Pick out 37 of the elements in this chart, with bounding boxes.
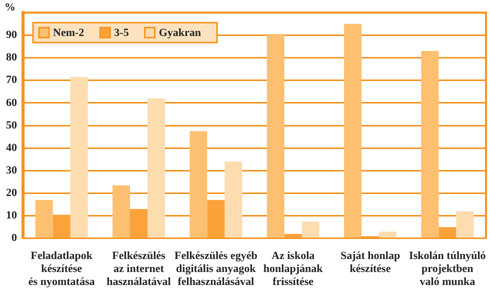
y-tick-label: 40 xyxy=(6,142,18,154)
bar xyxy=(35,200,53,238)
y-tick-label: 90 xyxy=(6,29,18,42)
bar xyxy=(284,234,302,238)
y-tick-label: 80 xyxy=(6,52,18,64)
y-axis-title: % xyxy=(4,1,16,14)
bar xyxy=(378,232,396,238)
bar xyxy=(207,200,225,238)
x-tick-label: Felkészülés az internet használatával xyxy=(106,250,171,288)
y-tick-label: 50 xyxy=(6,119,18,132)
bar xyxy=(190,131,208,238)
x-tick-label: Saját honlap készítése xyxy=(340,250,400,276)
bar xyxy=(456,211,474,238)
bar xyxy=(52,214,70,238)
bar xyxy=(302,221,320,238)
legend-label: Gyakran xyxy=(158,26,202,39)
bar xyxy=(344,24,362,238)
legend-label: Nem-2 xyxy=(53,26,85,39)
bar xyxy=(112,185,130,238)
bar xyxy=(224,162,242,238)
x-tick-label: Az iskola honlapjának frissítése xyxy=(263,250,324,288)
bar xyxy=(130,209,148,238)
x-tick-label: Feladatlapok készítése és nyomtatása xyxy=(28,250,96,288)
x-tick-label: Felkészülés egyéb digitális anyagok felhasználásával xyxy=(174,250,258,288)
y-tick-label: 10 xyxy=(6,210,18,222)
y-tick-label: 0 xyxy=(12,232,18,244)
y-tick-label: 60 xyxy=(6,96,18,109)
bar xyxy=(70,76,88,238)
y-tick-label: 30 xyxy=(6,164,18,177)
y-tick-label: 70 xyxy=(6,74,18,86)
y-tick-label: 20 xyxy=(6,187,18,200)
bar xyxy=(421,50,439,238)
x-tick-label: Iskolán túlnyúló projektben való munka xyxy=(409,250,486,288)
bar xyxy=(438,227,456,238)
legend-label: 3-5 xyxy=(114,26,130,39)
bar xyxy=(147,98,165,238)
bar xyxy=(266,34,284,238)
